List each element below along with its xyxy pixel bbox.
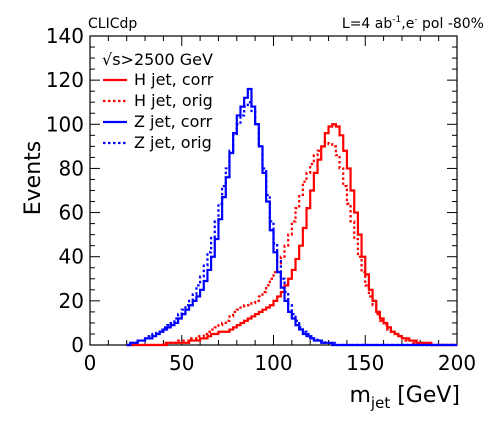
y-tick-label: 0 xyxy=(71,333,84,357)
x-tick-label: 150 xyxy=(346,351,384,375)
legend-label: H jet, corr xyxy=(134,70,214,89)
legend-label: Z jet, corr xyxy=(134,112,213,131)
x-tick-label: 0 xyxy=(84,351,97,375)
y-tick-label: 120 xyxy=(46,68,84,92)
y-tick-label: 60 xyxy=(59,201,84,225)
series-layer xyxy=(126,87,457,347)
series-h-jet-corr xyxy=(126,123,457,347)
x-tick-label: 100 xyxy=(254,351,292,375)
series-line xyxy=(126,123,457,347)
x-tick-label: 200 xyxy=(438,351,476,375)
y-tick-label: 140 xyxy=(46,24,84,48)
y-tick-label: 40 xyxy=(59,245,84,269)
x-axis-label: mjet [GeV] xyxy=(349,383,460,412)
series-h-jet-orig xyxy=(126,140,457,347)
header-right: L=4 ab-1,e- pol -80% xyxy=(342,15,484,32)
y-tick-label: 80 xyxy=(59,156,84,180)
legend-header: √s>2500 GeV xyxy=(102,50,213,69)
y-tick-label: 20 xyxy=(59,289,84,313)
axis-ticks: 0 50 100 150 200 0 20 40 60 80 100 120 140 xyxy=(46,24,476,375)
x-tick-label: 50 xyxy=(169,351,194,375)
y-axis-label: Events xyxy=(21,141,46,216)
y-tick-label: 100 xyxy=(46,112,84,136)
legend-label: H jet, orig xyxy=(134,91,213,110)
series-line xyxy=(126,140,457,347)
header-left: CLICdp xyxy=(88,16,137,32)
legend-label: Z jet, orig xyxy=(134,133,212,152)
